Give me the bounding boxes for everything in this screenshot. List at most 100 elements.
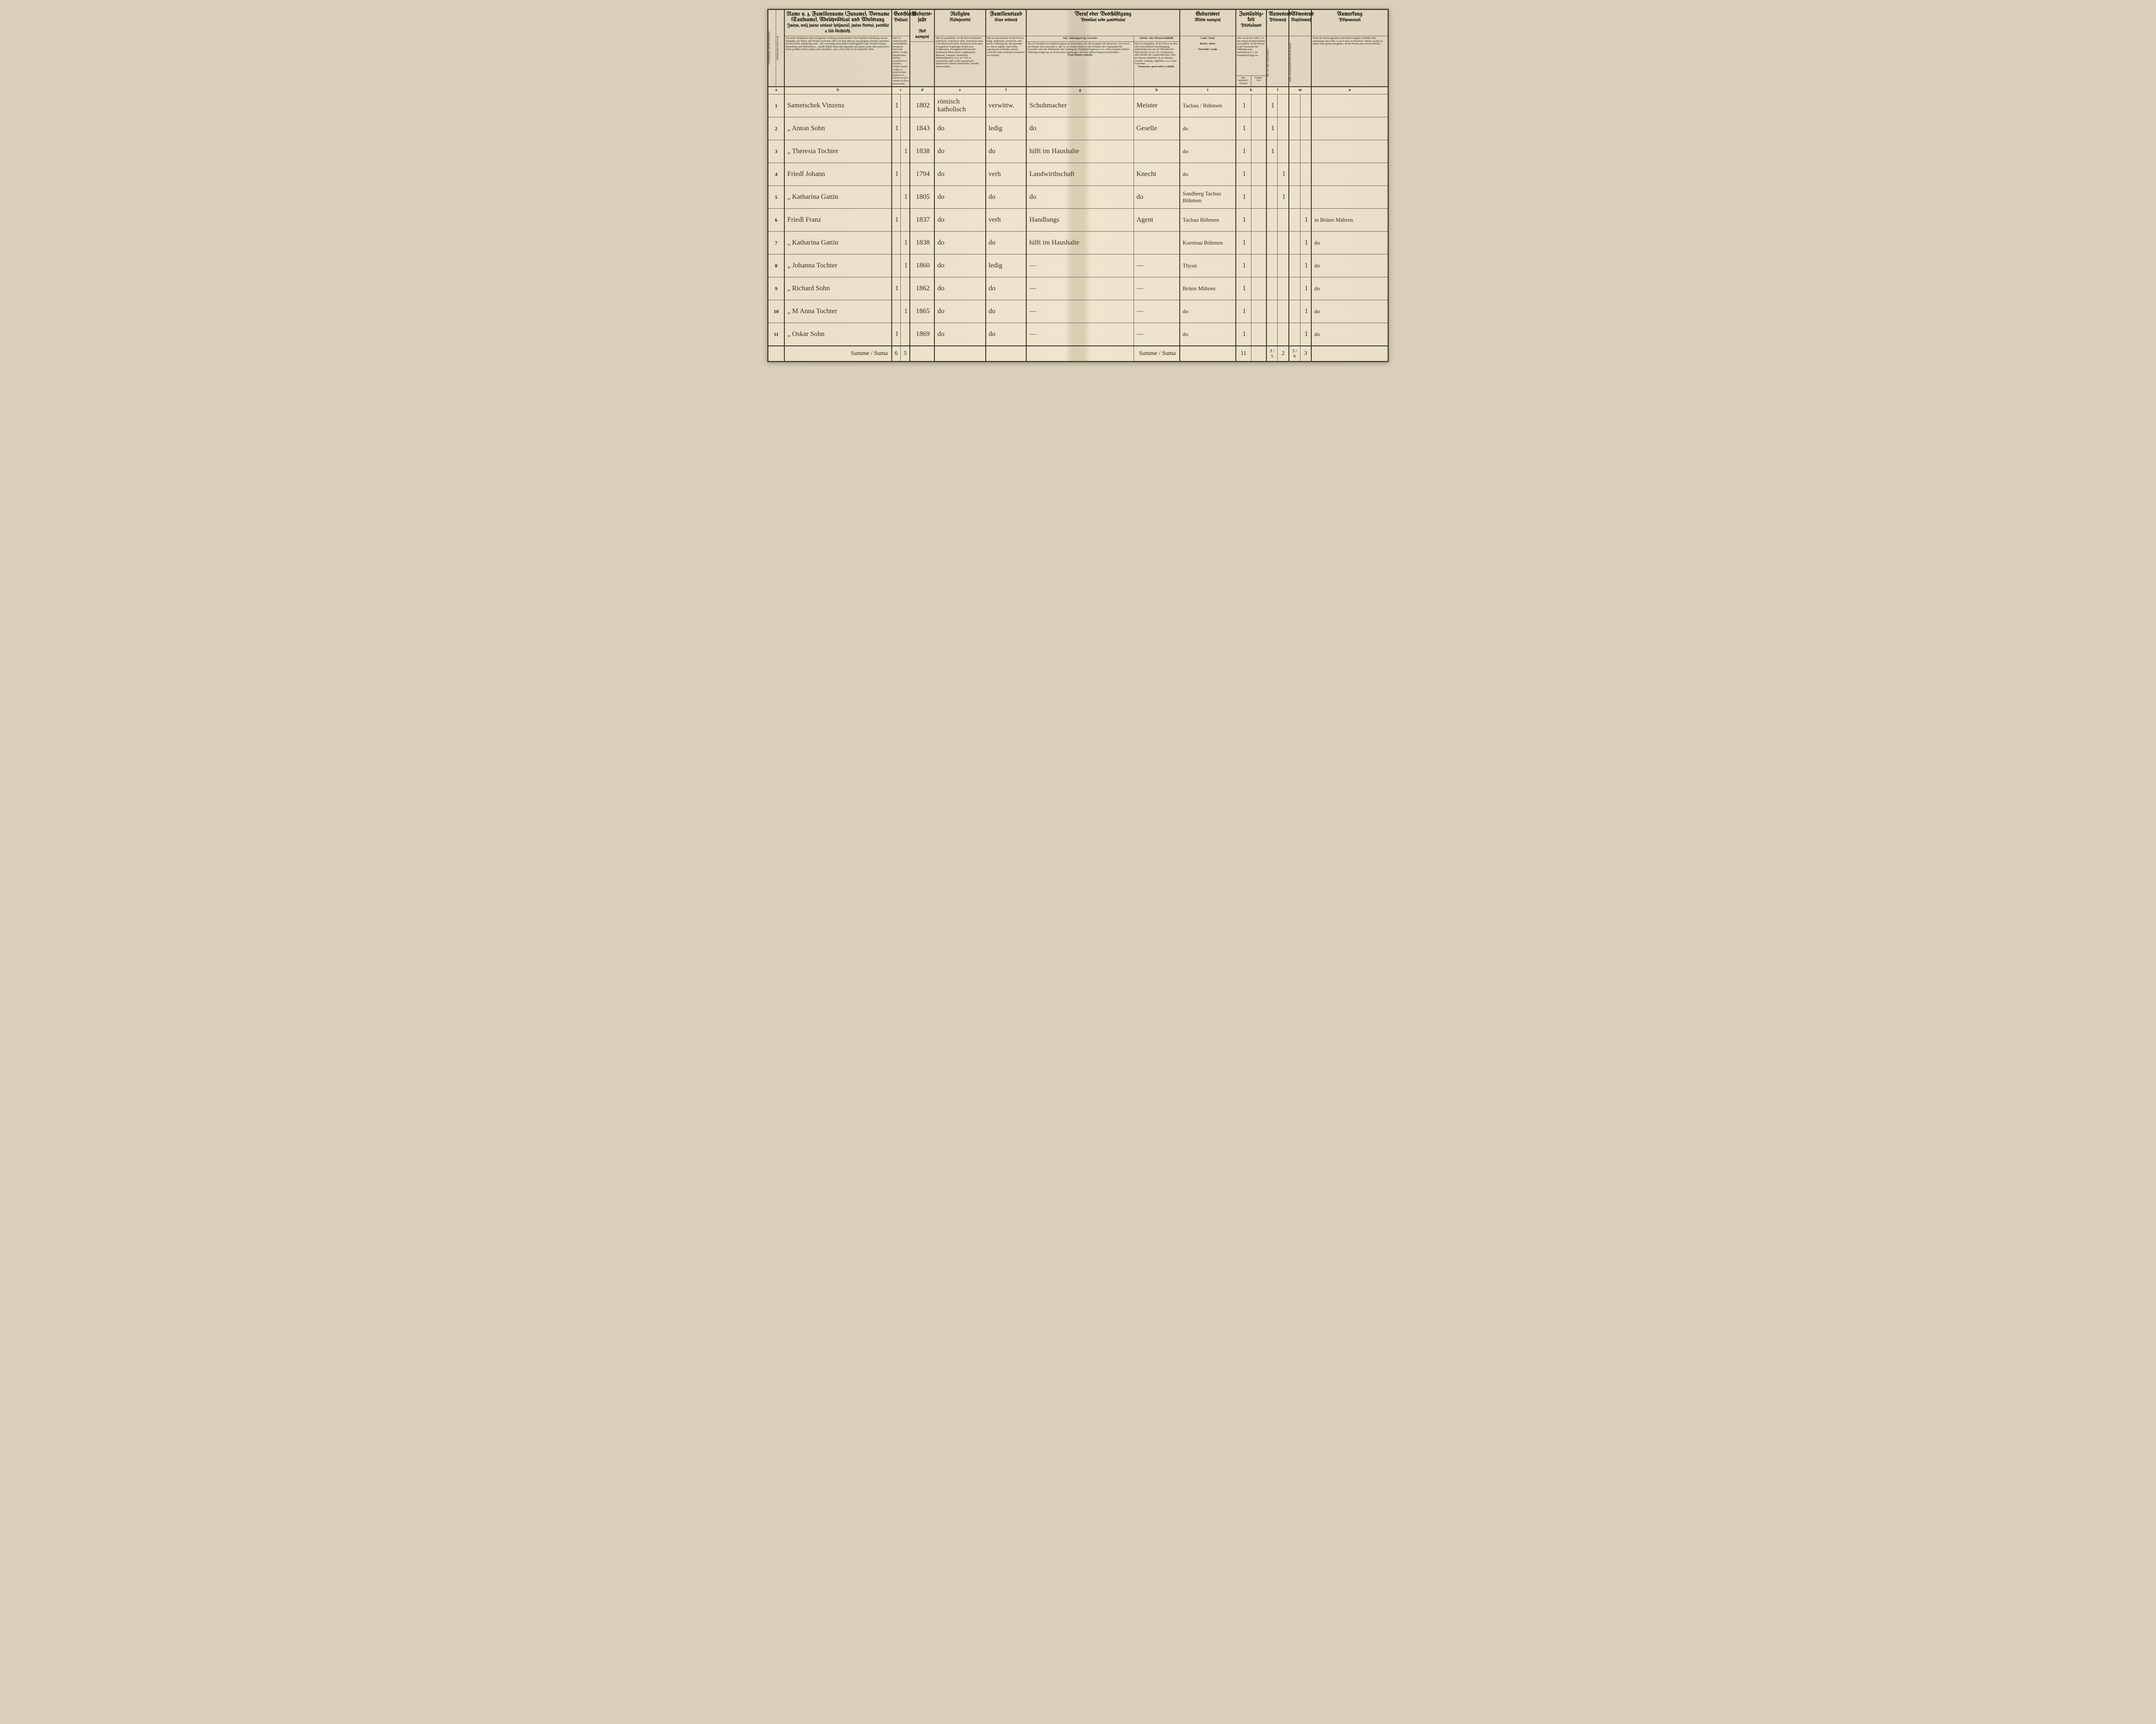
cell-abw-b: 1 <box>1300 254 1311 277</box>
cell-anw-a <box>1266 254 1278 277</box>
cell-sex-f <box>901 94 910 117</box>
desc-abw: jeder ver-zeichneten Person ist durch... <box>1289 36 1311 87</box>
cell-year: 1805 <box>910 186 934 209</box>
cell-abw-a <box>1289 117 1300 140</box>
desc-name: Von jeder Wohnpartei sind in folgender O… <box>784 36 892 87</box>
cell-zust-a: 1 <box>1236 94 1251 117</box>
cell-note <box>1311 117 1388 140</box>
table-row: 8„ Johanna Tochter11860doledig——Thyan11d… <box>768 254 1388 277</box>
sum-ba: 3 / 6 <box>1289 346 1300 361</box>
cell-anw-a: 1 <box>1266 94 1278 117</box>
cell-famstate: do <box>986 300 1027 323</box>
cell-zust-b <box>1251 94 1266 117</box>
cell-sex-f <box>901 323 910 346</box>
cell-sex-m <box>892 140 901 163</box>
cell-abw-a <box>1289 254 1300 277</box>
cell-religion: do <box>934 140 985 163</box>
cell-abw-b: 1 <box>1300 277 1311 300</box>
cell-famstate: verwittw. <box>986 94 1027 117</box>
hdr-birth-empty <box>910 42 934 87</box>
cell-year: 1862 <box>910 277 934 300</box>
cell-famstate: do <box>986 140 1027 163</box>
cell-name: „ M Anna Tochter <box>784 300 892 323</box>
table-row: 5„ Katharina Gattin11805dodododoSandberg… <box>768 186 1388 209</box>
hdr-occ-cz: Povolání nebo zaměstnání <box>1081 18 1125 22</box>
desc-sex: Das Ge-schlecht jeder verzeichneten Pers… <box>892 36 910 87</box>
cell-famstate: do <box>986 277 1027 300</box>
hdr-fam-de: Familienstand <box>990 12 1022 17</box>
row-number: 8 <box>768 254 784 277</box>
desc-occ: Die Art desselben ist möglichst genau zu… <box>1026 42 1134 87</box>
cell-religion: do <box>934 232 985 254</box>
letter-g: g <box>1026 87 1134 94</box>
cell-birthplace: Sandberg Tachau Böhmen <box>1180 186 1236 209</box>
cell-sex-m <box>892 232 901 254</box>
cell-abw-b <box>1300 94 1311 117</box>
cell-anw-a <box>1266 300 1278 323</box>
letter-h: h <box>1134 87 1180 94</box>
hdr-birth: Geburts-jahr Rok narození <box>910 9 934 42</box>
census-sheet: Fortlaufende Zahl der Personen Pořadí je… <box>767 9 1389 362</box>
cell-sex-m: 1 <box>892 94 901 117</box>
cell-note: do <box>1311 323 1388 346</box>
cell-year: 1860 <box>910 254 934 277</box>
row-number: 2 <box>768 117 784 140</box>
table-row: 9„ Richard Sohn11862dodo——Brünn Mähren11… <box>768 277 1388 300</box>
hdr-sex: Geschlecht Pohlaví <box>892 9 910 36</box>
hdr-abw-de: Abwesend <box>1291 12 1314 17</box>
cell-anw-b <box>1278 117 1289 140</box>
letter-e: e <box>934 87 985 94</box>
cell-abw-a <box>1289 94 1300 117</box>
hdr-bplace: Geburtsort Místo narození <box>1180 9 1236 36</box>
cell-religion: do <box>934 163 985 186</box>
cell-sex-m <box>892 186 901 209</box>
hdr-bplace-de: Geburtsort <box>1196 12 1219 17</box>
cell-name: „ Richard Sohn <box>784 277 892 300</box>
cell-year: 1869 <box>910 323 934 346</box>
hdr-anw-cz: Přítomný <box>1269 18 1286 22</box>
cell-famstate: verh <box>986 209 1027 232</box>
cell-sex-f <box>901 277 910 300</box>
cell-year: 1865 <box>910 300 934 323</box>
cell-anw-b <box>1278 323 1289 346</box>
sum-bb: 3 <box>1300 346 1311 361</box>
cell-abw-b <box>1300 117 1311 140</box>
cell-birthplace: do <box>1180 163 1236 186</box>
cell-occupation: Schuhmacher <box>1026 94 1134 117</box>
cell-zust-a: 1 <box>1236 323 1251 346</box>
cell-sex-m: 1 <box>892 117 901 140</box>
sum-f: 5 <box>901 346 910 361</box>
cell-anw-a <box>1266 232 1278 254</box>
hdr-zust-cz: Příslušnost <box>1241 23 1261 28</box>
cell-note: in Brünn Mähren <box>1311 209 1388 232</box>
cell-abw-b <box>1300 186 1311 209</box>
cell-anw-a <box>1266 323 1278 346</box>
cell-abw-b: 1 <box>1300 323 1311 346</box>
cell-year: 1843 <box>910 117 934 140</box>
table-row: 7„ Katharina Gattin11838dodohilft im Hau… <box>768 232 1388 254</box>
cell-zust-b <box>1251 186 1266 209</box>
cell-year: 1794 <box>910 163 934 186</box>
cell-abw-b: 1 <box>1300 232 1311 254</box>
cell-occupation: — <box>1026 254 1134 277</box>
cell-zust-b <box>1251 140 1266 163</box>
cell-sex-f <box>901 117 910 140</box>
cell-anw-a: 1 <box>1266 140 1278 163</box>
cell-religion: do <box>934 117 985 140</box>
hdr-note-cz: Připomenutí <box>1339 18 1361 22</box>
row-number: 5 <box>768 186 784 209</box>
cell-sex-m <box>892 300 901 323</box>
letter-i: i <box>1180 87 1236 94</box>
census-table: Fortlaufende Zahl der Personen Pořadí je… <box>768 9 1388 362</box>
cell-birthplace: do <box>1180 140 1236 163</box>
cell-abw-b: 1 <box>1300 209 1311 232</box>
letter-f: f <box>986 87 1027 94</box>
col-seq2-vert: Pořadí jedné číslo osob <box>776 9 784 87</box>
hdr-abw-cz: Nepřítomný <box>1291 18 1311 22</box>
letter-c: c <box>892 87 910 94</box>
cell-anw-b: 1 <box>1278 163 1289 186</box>
cell-famstate: do <box>986 186 1027 209</box>
desc-note: Wenn die Person gänzlich (auf beiden Aug… <box>1311 36 1388 87</box>
cell-abw-b <box>1300 140 1311 163</box>
table-row: 3„ Theresia Tochter11838dodohilft im Hau… <box>768 140 1388 163</box>
